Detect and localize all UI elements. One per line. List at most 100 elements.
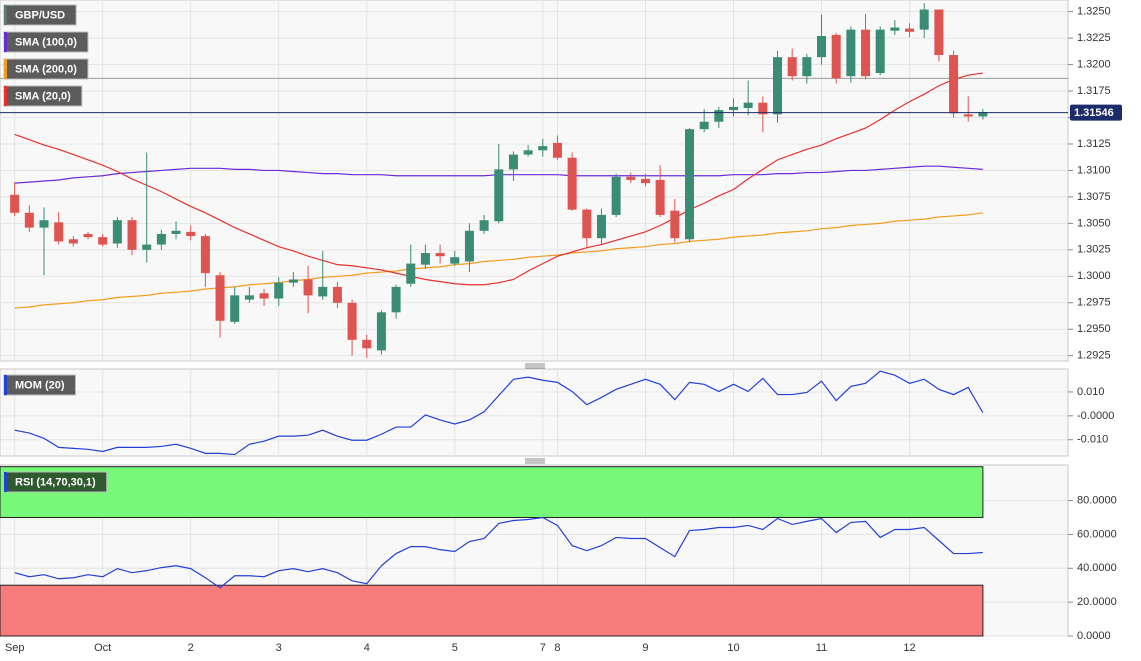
candle-body <box>523 150 533 155</box>
candle-body <box>303 279 313 296</box>
x-tick-label: 8 <box>554 642 560 654</box>
candle-body <box>758 102 768 115</box>
legend-label: MOM (20) <box>15 379 65 391</box>
y-tick-label: 0.010 <box>1077 386 1105 398</box>
legend-item: SMA (100,0) <box>3 31 89 53</box>
y-tick-label: 20.0000 <box>1077 596 1117 608</box>
y-tick-label: 1.3075 <box>1077 191 1111 203</box>
candle-body <box>391 286 401 313</box>
candle-body <box>890 27 900 31</box>
x-tick-label: 5 <box>452 642 458 654</box>
candle-body <box>655 179 665 215</box>
legend-item: RSI (14,70,30,1) <box>3 471 108 493</box>
legend-label: RSI (14,70,30,1) <box>15 476 96 488</box>
candle-body <box>24 212 34 228</box>
legend-item: MOM (20) <box>3 374 76 396</box>
x-tick-label: 3 <box>276 642 282 654</box>
candle-body <box>156 233 166 245</box>
line-series <box>14 516 983 589</box>
candle-body <box>68 239 78 244</box>
candle-body <box>831 34 841 79</box>
y-tick-label: 1.3050 <box>1077 217 1111 229</box>
candle-body <box>802 57 812 77</box>
y-tick-label: 80.0000 <box>1077 494 1117 506</box>
last-price-label: 1.31546 <box>1074 107 1114 119</box>
candle-body <box>611 176 621 215</box>
rsi-band <box>0 466 984 518</box>
candle-body <box>112 220 122 244</box>
legend-item: GBP/USD <box>3 4 77 26</box>
x-tick-label: 4 <box>364 642 370 654</box>
candle-body <box>699 121 709 130</box>
candle-body <box>963 114 973 117</box>
candle-body <box>508 154 518 170</box>
panel-background <box>0 0 1069 362</box>
x-tick-label: Sep <box>5 642 25 654</box>
candle-body <box>230 295 240 322</box>
legend-swatch <box>4 32 7 52</box>
candle-body <box>171 230 181 234</box>
y-tick-label: -0.0000 <box>1077 410 1114 422</box>
line-series <box>14 212 983 309</box>
legend-item: SMA (200,0) <box>3 58 89 80</box>
candle-body <box>142 244 152 250</box>
legend-label: SMA (200,0) <box>15 63 77 75</box>
candle-body <box>714 110 724 122</box>
candle-body <box>288 279 298 283</box>
candle-body <box>332 286 342 303</box>
y-tick-label: 1.2950 <box>1077 323 1111 335</box>
x-tick-label: 2 <box>188 642 194 654</box>
candle-body <box>787 57 797 77</box>
legend-label: GBP/USD <box>15 9 65 21</box>
candle-body <box>435 253 445 257</box>
y-tick-label: 1.3000 <box>1077 270 1111 282</box>
y-tick-label: 1.3175 <box>1077 85 1111 97</box>
x-tick-label: 11 <box>816 642 827 654</box>
y-tick-label: 60.0000 <box>1077 528 1117 540</box>
candle-body <box>640 178 650 184</box>
candle-body <box>919 9 929 30</box>
candle-body <box>215 275 225 321</box>
candle-body <box>670 210 680 239</box>
candle-body <box>10 194 20 213</box>
candle-body <box>582 209 592 239</box>
candle-body <box>626 176 636 180</box>
candle-body <box>743 102 753 108</box>
candle-body <box>567 157 577 210</box>
candle-body <box>684 129 694 240</box>
candle-body <box>127 220 137 250</box>
candle-body <box>538 146 548 151</box>
candle-body <box>83 233 93 238</box>
legend-swatch <box>4 59 7 79</box>
panel-background <box>0 368 1069 457</box>
candle-body <box>362 339 372 349</box>
legend-label: SMA (100,0) <box>15 36 77 48</box>
line-series <box>14 72 983 286</box>
legend-swatch <box>4 375 7 395</box>
y-tick-label: 1.2925 <box>1077 350 1111 362</box>
x-tick-label: 9 <box>642 642 648 654</box>
candle-body <box>596 214 606 239</box>
y-tick-label: 1.2975 <box>1077 297 1111 309</box>
candle-body <box>39 220 49 228</box>
legend-label: SMA (20,0) <box>15 90 71 102</box>
candle-body <box>98 237 108 245</box>
candle-body <box>773 57 783 115</box>
candle-body <box>729 106 738 111</box>
x-tick-label: 10 <box>727 642 739 654</box>
candle-body <box>347 302 357 340</box>
x-tick-label: 12 <box>903 642 915 654</box>
y-tick-label: 1.3100 <box>1077 164 1111 176</box>
candle-body <box>905 28 915 32</box>
candle-body <box>376 312 386 351</box>
line-series <box>14 370 984 456</box>
candle-body <box>406 263 416 284</box>
candle-body <box>54 222 64 242</box>
candle-body <box>934 9 944 56</box>
candle-body <box>846 29 856 77</box>
candle-body <box>464 230 474 262</box>
candle-body <box>861 29 871 77</box>
y-tick-label: 1.3025 <box>1077 244 1111 256</box>
legend-swatch <box>4 472 7 492</box>
